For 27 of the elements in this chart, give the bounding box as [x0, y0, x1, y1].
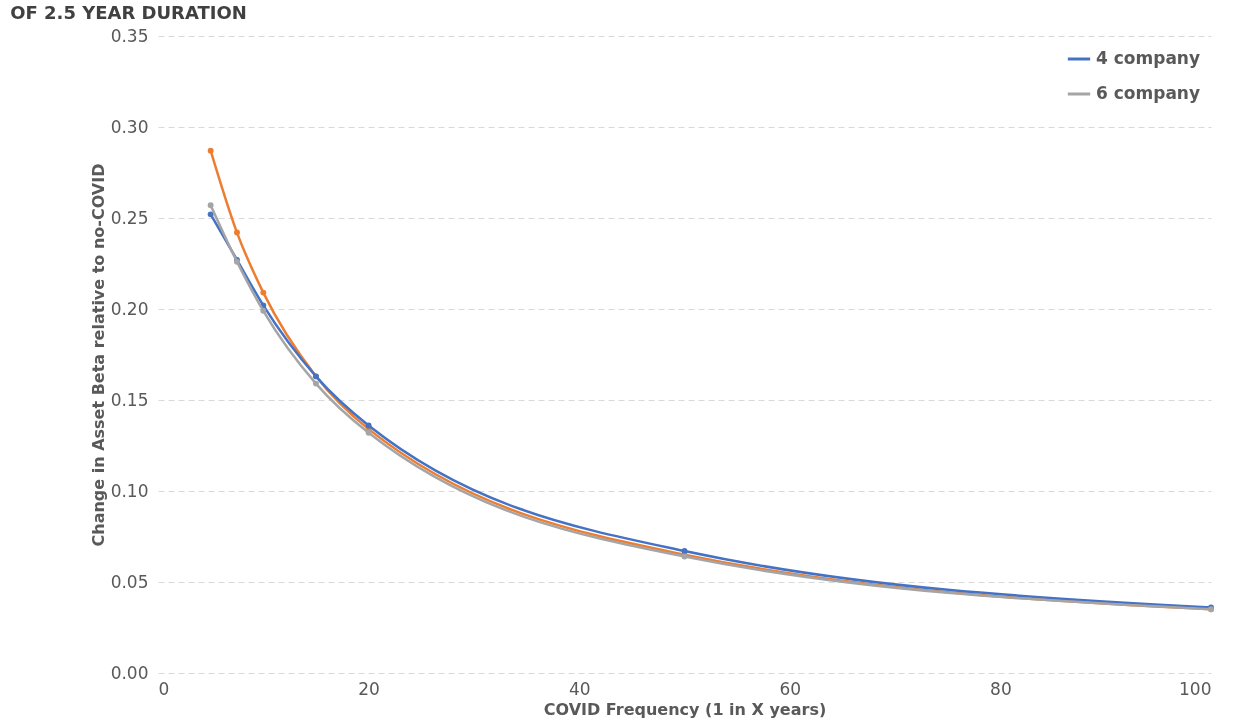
- point: [365, 422, 372, 429]
- x-tick-label: 20: [358, 678, 380, 699]
- x-tick-label: 100: [1179, 678, 1212, 699]
- y-axis-title: Change in Asset Beta relative to no-COVID: [88, 163, 108, 547]
- point: [207, 202, 214, 209]
- y-tick-label: 0.15: [110, 389, 149, 410]
- point: [260, 307, 267, 314]
- x-tick-label: 40: [568, 678, 591, 699]
- y-tick-label: 0.10: [110, 480, 149, 501]
- x-tick-label: 80: [990, 678, 1012, 699]
- point: [207, 211, 214, 218]
- point: [260, 289, 267, 296]
- x-axis-title: COVID Frequency (1 in X years): [543, 699, 827, 719]
- point: [312, 380, 319, 387]
- point: [234, 229, 240, 236]
- legend-label: 4 company: [1096, 48, 1201, 68]
- chart-title: OF 2.5 YEAR DURATION: [10, 2, 247, 23]
- legend-label: 6 company: [1096, 83, 1201, 103]
- y-tick-label: 0.30: [110, 116, 149, 137]
- y-tick-label: 0.35: [110, 25, 149, 46]
- y-tick-label: 0.25: [110, 207, 149, 228]
- point: [207, 147, 214, 154]
- x-tick-label: 0: [158, 678, 170, 699]
- y-tick-label: 0.20: [110, 298, 149, 319]
- y-tick-label: 0.05: [110, 571, 149, 592]
- y-tick-label: 0.00: [110, 662, 149, 683]
- x-tick-label: 60: [779, 678, 802, 699]
